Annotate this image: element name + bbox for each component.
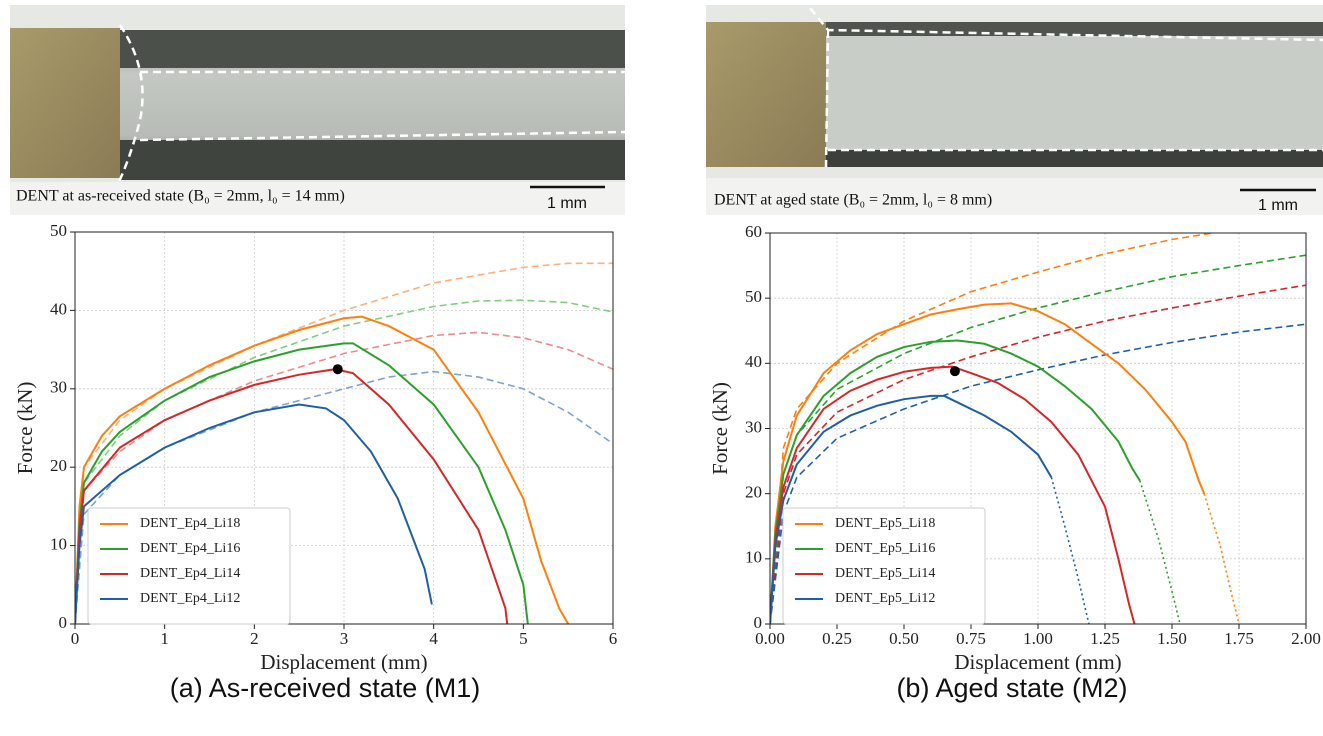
x-tick-label: 1.75 bbox=[1224, 629, 1254, 648]
figure-caption: (b) Aged state (M2) bbox=[896, 673, 1127, 703]
legend-label: DENT_Ep5_Li18 bbox=[835, 516, 935, 531]
y-tick-label: 30 bbox=[50, 378, 67, 397]
marker bbox=[333, 364, 343, 374]
x-tick-label: 0.50 bbox=[889, 629, 919, 648]
x-tick-label: 6 bbox=[609, 629, 618, 648]
figure-caption: (a) As-received state (M1) bbox=[170, 673, 481, 703]
page: {"chart_data":[ {"type":"line","image_ca… bbox=[0, 0, 1323, 731]
y-tick-label: 10 bbox=[50, 535, 67, 554]
photo-a bbox=[10, 5, 625, 215]
marker bbox=[950, 366, 960, 376]
x-tick-label: 2.00 bbox=[1291, 629, 1321, 648]
x-tick-label: 3 bbox=[340, 629, 349, 648]
legend-label: DENT_Ep4_Li18 bbox=[140, 516, 240, 531]
legend-label: DENT_Ep4_Li16 bbox=[140, 541, 240, 556]
y-tick-label: 20 bbox=[745, 483, 762, 502]
legend-label: DENT_Ep5_Li12 bbox=[835, 591, 935, 606]
y-tick-label: 0 bbox=[59, 613, 68, 632]
y-axis-label: Force (kN) bbox=[708, 382, 732, 475]
legend-label: DENT_Ep4_Li12 bbox=[140, 591, 240, 606]
y-tick-label: 20 bbox=[50, 456, 67, 475]
scale-bar-label: 1 mm bbox=[547, 195, 587, 212]
x-tick-label: 2 bbox=[250, 629, 259, 648]
x-tick-label: 4 bbox=[429, 629, 438, 648]
x-tick-label: 5 bbox=[519, 629, 528, 648]
photo-b bbox=[706, 5, 1323, 215]
y-tick-label: 50 bbox=[745, 287, 762, 306]
y-tick-label: 40 bbox=[745, 352, 762, 371]
y-tick-label: 40 bbox=[50, 299, 67, 318]
x-tick-label: 0 bbox=[71, 629, 80, 648]
x-axis-label: Displacement (mm) bbox=[954, 650, 1121, 674]
x-tick-label: 0.75 bbox=[956, 629, 986, 648]
y-tick-label: 0 bbox=[754, 613, 763, 632]
y-tick-label: 50 bbox=[50, 221, 67, 240]
x-tick-label: 1.00 bbox=[1023, 629, 1053, 648]
scale-bar-label: 1 mm bbox=[1258, 197, 1298, 214]
image-caption: DENT at as-received state (B₀ = 2mm, l₀ … bbox=[16, 188, 345, 205]
x-tick-label: 1 bbox=[160, 629, 169, 648]
y-tick-label: 10 bbox=[745, 548, 762, 567]
x-axis-label: Displacement (mm) bbox=[260, 650, 427, 674]
x-tick-label: 1.25 bbox=[1090, 629, 1120, 648]
x-tick-label: 1.50 bbox=[1157, 629, 1187, 648]
image-caption: DENT at aged state (B₀ = 2mm, l₀ = 8 mm) bbox=[714, 192, 992, 209]
legend-label: DENT_Ep5_Li14 bbox=[835, 566, 935, 581]
x-tick-label: 0.25 bbox=[822, 629, 852, 648]
legend-label: DENT_Ep5_Li16 bbox=[835, 541, 935, 556]
y-tick-label: 30 bbox=[745, 417, 762, 436]
figure: 012345601020304050Displacement (mm)Force… bbox=[0, 0, 1323, 731]
y-axis-label: Force (kN) bbox=[13, 382, 37, 475]
y-tick-label: 60 bbox=[745, 222, 762, 241]
legend-label: DENT_Ep4_Li14 bbox=[140, 566, 240, 581]
